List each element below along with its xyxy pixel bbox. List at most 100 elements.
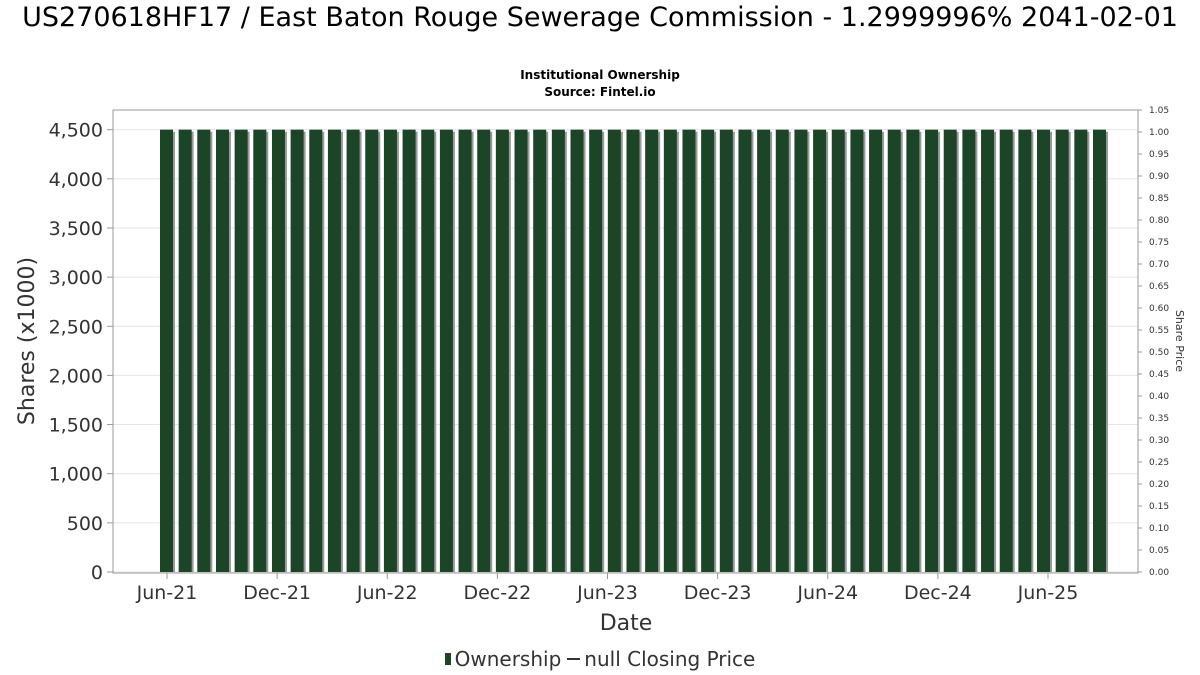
ownership-bar [906,129,922,572]
ownership-bar [271,129,287,572]
ownership-bar [533,129,549,572]
y2-tick-label: 0.50 [1149,348,1169,358]
ownership-bar [999,129,1015,572]
y-axis-label: Shares (x1000) [15,257,40,425]
y2-tick-label: 0.40 [1149,392,1169,402]
ownership-bar [645,129,661,572]
y2-tick-label: 0.70 [1149,260,1169,270]
x-tick-label: Dec-21 [243,582,311,604]
ownership-bar [701,129,717,572]
chart-subtitle: Institutional Ownership Source: Fintel.i… [0,67,1200,101]
ownership-bar [197,129,213,572]
y2-tick-label: 0.00 [1149,568,1169,578]
y-tick-label: 2,000 [49,365,103,387]
ownership-bar [551,129,567,572]
y2-tick-label: 0.80 [1149,216,1169,226]
ownership-bar [346,129,362,572]
x-tick-label: Jun-21 [136,582,198,604]
ownership-bar [775,129,791,572]
ownership-bar [738,129,754,572]
y-tick-label: 2,500 [49,316,103,338]
ownership-bar [1037,129,1053,572]
y2-axis-label: Share Price [1173,310,1186,372]
x-tick-label: Jun-24 [796,582,858,604]
plot-area-frame [112,109,1139,574]
y-tick-label: 4,500 [49,120,103,142]
y2-tick-label: 0.25 [1149,458,1169,468]
ownership-bar [402,129,418,572]
y2-tick-label: 0.75 [1149,238,1169,248]
bars [160,129,1108,572]
y-tick-label: 4,000 [49,169,103,191]
y2-axis: 0.00 0.05 0.10 0.15 0.20 0.25 0.30 0.35 0.40 0.45… [1138,106,1169,578]
x-axis: Jun-21 Dec-21 Jun-22 Dec-22 Jun-23 Dec-23 Jun-… [136,573,1079,604]
ownership-bar [1074,129,1090,572]
ownership-bar [887,129,903,572]
y2-tick-label: 0.05 [1149,546,1169,556]
y2-tick-label: 1.00 [1149,128,1169,138]
subtitle-line-1: Institutional Ownership [520,68,680,82]
legend-price-line [567,658,581,660]
ownership-bar [757,129,773,572]
y-tick-label: 0 [91,562,103,584]
y2-tick-label: 0.30 [1149,436,1169,446]
ownership-bar [439,129,455,572]
ownership-bar [215,129,231,572]
ownership-bar [850,129,866,572]
ownership-bar [309,129,325,572]
x-tick-label: Dec-23 [684,582,752,604]
ownership-bar [981,129,997,572]
ownership-bar [589,129,605,572]
legend-price-label: null Closing Price [584,647,756,671]
legend-ownership-label: Ownership [454,647,562,671]
ownership-bar [383,129,399,572]
ownership-bar [327,129,343,572]
x-tick-label: Dec-24 [904,582,972,604]
ownership-bar [421,129,437,572]
ownership-bar [794,129,810,572]
ownership-bar [962,129,978,572]
ownership-bar [178,129,194,572]
ownership-bar [234,129,250,572]
chart-title: US270618HF17 / East Baton Rouge Sewerage… [22,2,1178,33]
ownership-bar [719,129,735,572]
y2-tick-label: 0.90 [1149,172,1169,182]
ownership-bar [477,129,493,572]
ownership-bar [925,129,941,572]
y2-tick-label: 0.15 [1149,502,1169,512]
y2-tick-label: 0.10 [1149,524,1169,534]
y-tick-label: 3,000 [49,267,103,289]
x-tick-label: Jun-25 [1017,582,1079,604]
x-tick-label: Jun-23 [576,582,638,604]
legend-ownership-swatch [444,653,451,665]
ownership-bar [514,129,530,572]
ownership-bar [1055,129,1071,572]
y-tick-label: 3,500 [49,218,103,240]
x-axis-label: Date [600,611,653,636]
y2-tick-label: 0.55 [1149,326,1169,336]
y-tick-label: 1,000 [49,464,103,486]
ownership-bar [290,129,306,572]
y2-tick-label: 0.20 [1149,480,1169,490]
ownership-bar [570,129,586,572]
y2-tick-label: 1.05 [1149,106,1169,116]
y2-tick-label: 0.35 [1149,414,1169,424]
ownership-bar [253,129,269,572]
x-tick-label: Jun-22 [356,582,418,604]
ownership-bar [458,129,474,572]
ownership-bar [943,129,959,572]
ownership-bar [160,129,175,572]
ownership-bar [663,129,679,572]
ownership-bar [831,129,847,572]
ownership-bar [1093,129,1108,572]
y2-tick-label: 0.85 [1149,194,1169,204]
ownership-bar [1018,129,1034,572]
ownership-bar [869,129,885,572]
ownership-bar [495,129,511,572]
y-axis: 0 500 1,000 1,500 2,000 2,500 3,000 3,500 4,000 4… [49,120,113,584]
y-tick-label: 1,500 [49,415,103,437]
ownership-bar [626,129,642,572]
y2-tick-label: 0.45 [1149,370,1169,380]
y-tick-label: 500 [67,513,103,535]
